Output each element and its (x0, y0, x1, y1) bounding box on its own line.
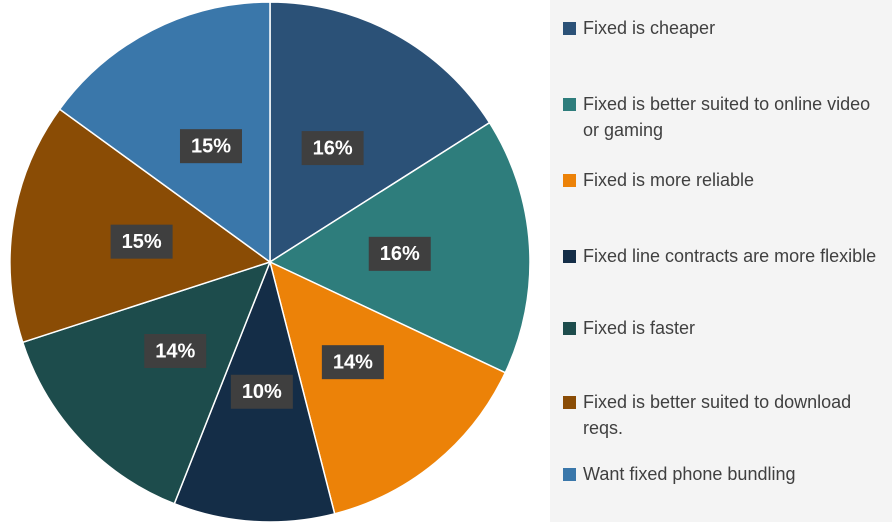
data-label: 16% (313, 137, 353, 159)
legend-item: Fixed is more reliable (563, 167, 883, 193)
data-label: 15% (191, 135, 231, 157)
legend-label: Fixed is cheaper (583, 18, 716, 38)
data-label: 15% (122, 231, 162, 253)
data-label-box (144, 333, 207, 368)
legend-item: Fixed is better suited to online video o… (563, 91, 883, 143)
legend: Fixed is cheaper Fixed is better suited t… (550, 0, 892, 522)
pie-slice (269, 1, 491, 264)
data-label-box (301, 131, 364, 166)
legend-swatch (563, 250, 576, 263)
pie-area: 16% 16% 14% 10% 14% 15% 15% (9, 1, 531, 522)
data-label-box (179, 129, 242, 164)
legend-label: Fixed is faster (583, 318, 696, 338)
legend-swatch (563, 22, 576, 35)
legend-label: Want fixed phone bundling (583, 464, 796, 484)
legend-label: Fixed is better suited to download reqs. (583, 392, 852, 438)
legend-item: Fixed is better suited to download reqs. (563, 389, 883, 441)
legend-label: Fixed is better suited to online video o… (583, 94, 871, 140)
data-label: 10% (242, 381, 282, 403)
legend-label: Fixed is more reliable (583, 170, 755, 190)
legend-item: Fixed is faster (563, 315, 883, 341)
legend-swatch (563, 396, 576, 409)
pie-slice (268, 260, 507, 515)
data-label-box (230, 374, 293, 409)
legend-swatch (563, 174, 576, 187)
legend-label: Fixed line contracts are more flexible (583, 246, 877, 266)
legend-swatch (563, 468, 576, 481)
data-label: 14% (333, 351, 373, 373)
data-label-box (321, 345, 384, 380)
legend-item: Fixed is cheaper (563, 15, 883, 41)
data-label: 16% (380, 243, 420, 265)
pie-slice (58, 1, 271, 264)
data-label: 14% (155, 340, 195, 362)
data-label-box (368, 236, 431, 271)
legend-swatch (563, 322, 576, 335)
legend-item: Fixed line contracts are more flexible (563, 243, 883, 269)
legend-swatch (563, 98, 576, 111)
legend-item: Want fixed phone bundling (563, 461, 883, 487)
data-label-box (110, 224, 173, 259)
